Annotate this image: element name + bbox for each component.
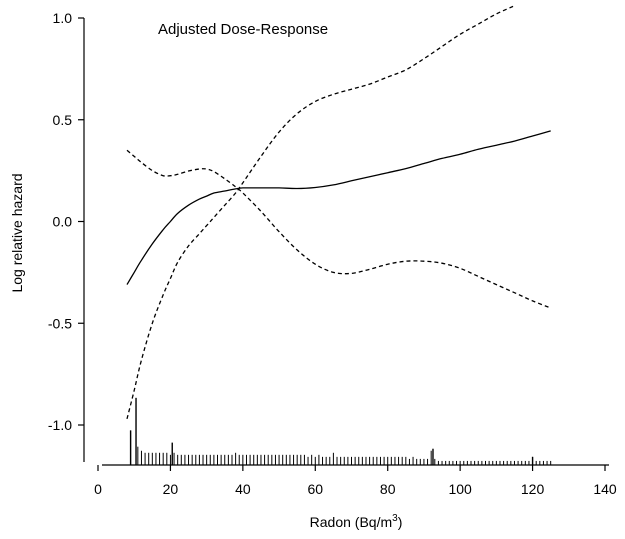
x-tick-label: 20 (163, 481, 179, 497)
axes (83, 18, 609, 466)
x-tick-label: 120 (521, 481, 545, 497)
y-tick-label: -0.5 (48, 315, 72, 331)
x-tick-label: 100 (448, 481, 472, 497)
estimate-line (126, 130, 551, 285)
y-axis-title: Log relative hazard (9, 173, 25, 292)
x-axis-title-superscript: 3 (392, 513, 398, 524)
x-tick-label: 60 (307, 481, 323, 497)
y-tick-label: -1.0 (48, 417, 72, 433)
series-lines (126, 5, 551, 420)
x-tick-label: 40 (235, 481, 251, 497)
chart-title: Adjusted Dose-Response (158, 21, 328, 38)
x-ticks: 0 20 40 60 80 100 120 140 (94, 465, 617, 497)
lower-ci-line (126, 5, 515, 420)
x-axis-title-main: Radon (Bq/m (310, 514, 392, 530)
x-axis-title: Radon (Bq/m3) (310, 513, 403, 530)
y-tick-label: 1.0 (53, 10, 73, 26)
upper-ci-line (126, 149, 551, 309)
x-tick-label: 0 (94, 481, 102, 497)
x-axis-title-suffix: ) (398, 514, 403, 530)
x-tick-label: 140 (593, 481, 617, 497)
rug-plot (129, 397, 552, 465)
x-tick-label: 80 (380, 481, 396, 497)
y-tick-label: 0.5 (53, 112, 73, 128)
y-tick-label: 0.0 (53, 214, 73, 230)
y-ticks: -1.0 -0.5 0.0 0.5 1.0 (48, 10, 84, 433)
